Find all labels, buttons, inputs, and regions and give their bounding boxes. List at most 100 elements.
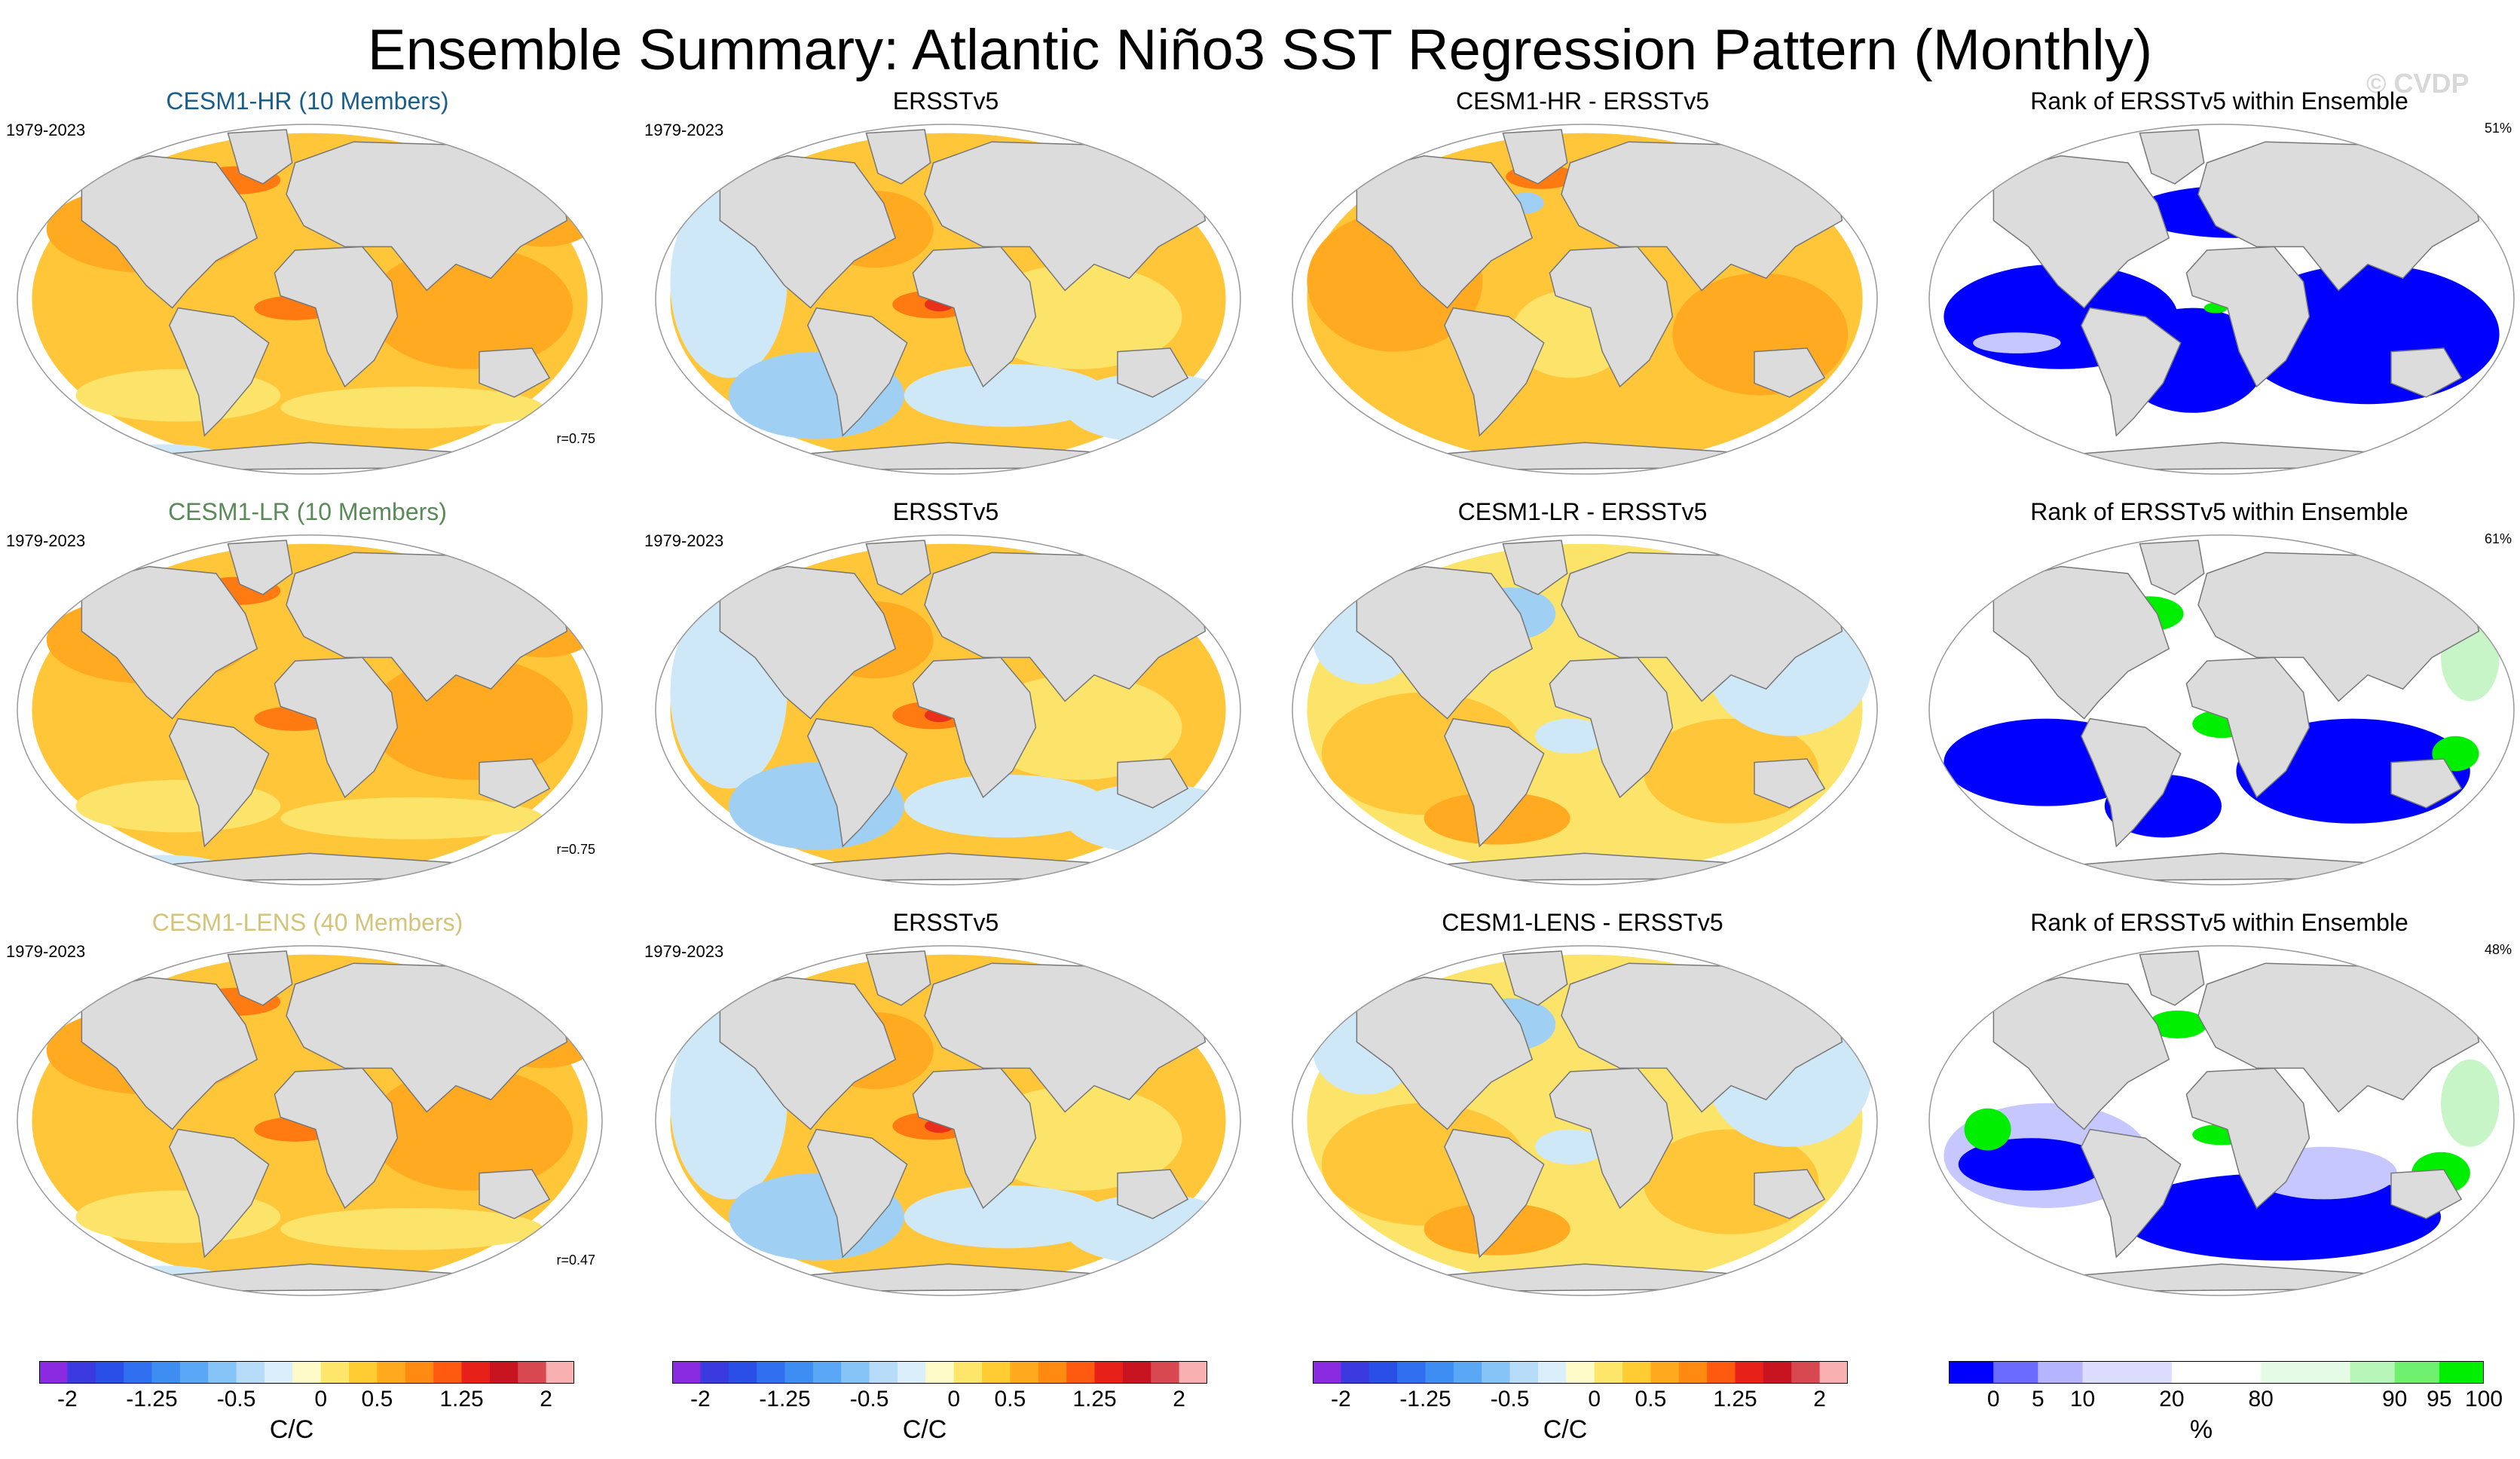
land-greenland xyxy=(2139,540,2205,595)
map-panel: CESM1-LR - ERSSTv5 xyxy=(1281,495,1884,885)
colorbar-swatch xyxy=(1993,1361,2038,1384)
colorbar-tick-label: 20 xyxy=(2159,1387,2185,1412)
land-namerica xyxy=(719,977,897,1130)
colorbar-tick-label: -1.25 xyxy=(759,1387,811,1412)
land-samerica xyxy=(2080,307,2182,437)
panel-title: Rank of ERSSTv5 within Ensemble xyxy=(2030,87,2408,115)
land-australia xyxy=(1117,347,1189,398)
land-africa xyxy=(274,246,399,388)
land-namerica xyxy=(1356,566,1534,720)
land-australia xyxy=(1754,758,1826,809)
colorbar-swatch xyxy=(489,1361,518,1384)
colorbar-swatch xyxy=(982,1361,1011,1384)
land-namerica xyxy=(81,977,258,1130)
colorbar-tick-label: 0 xyxy=(1588,1387,1601,1412)
land-antarctica xyxy=(743,852,1153,882)
colorbar-swatch xyxy=(95,1361,124,1384)
colorbar-swatch xyxy=(124,1361,152,1384)
map-panel: CESM1-HR (10 Members) 1979-2023 r=0.75 xyxy=(6,84,609,475)
map-panel: ERSSTv5 1979-2023 xyxy=(644,906,1247,1296)
field-anomaly-region xyxy=(904,363,1109,427)
colorbar-swatch xyxy=(1594,1361,1623,1384)
land-greenland xyxy=(1502,950,1568,1006)
land-australia xyxy=(1754,347,1826,398)
robinson-map xyxy=(1928,534,2515,885)
field-anomaly-region xyxy=(1958,1138,2105,1191)
map-outline xyxy=(17,945,603,1296)
land-australia xyxy=(479,1169,551,1219)
land-greenland xyxy=(865,540,931,595)
panel-title: CESM1-LENS (40 Members) xyxy=(151,909,463,936)
colorbar-tick-label: 2 xyxy=(1813,1387,1826,1412)
colorbar-swatch xyxy=(1151,1361,1180,1384)
panel-title: CESM1-HR - ERSSTv5 xyxy=(1455,87,1710,115)
colorbar-swatch xyxy=(236,1361,265,1384)
land-greenland xyxy=(2139,129,2205,185)
land-australia xyxy=(479,758,551,809)
colorbar-tick-label: 0.5 xyxy=(361,1387,393,1412)
rank-percent-label: 51% xyxy=(2484,121,2512,136)
period-label: 1979-2023 xyxy=(644,942,724,961)
land-africa xyxy=(2185,656,2311,799)
colorbar-swatch xyxy=(1122,1361,1151,1384)
colorbar-swatch xyxy=(1763,1361,1792,1384)
field-anomaly-region xyxy=(1535,1129,1606,1164)
field-anomaly-region xyxy=(280,797,544,840)
land-greenland xyxy=(2139,950,2205,1006)
pattern-correlation-label: r=0.47 xyxy=(556,1253,595,1268)
robinson-map xyxy=(17,124,603,475)
period-label: 1979-2023 xyxy=(644,121,724,139)
colorbar-unit: C/C xyxy=(269,1415,314,1444)
land-africa xyxy=(274,1067,399,1210)
colorbar-swatch xyxy=(1735,1361,1764,1384)
colorbar: -2 -1.25 -0.5 0 0.5 1.25 2 C/C xyxy=(39,1361,582,1444)
colorbar-tick-label: 1.25 xyxy=(1713,1387,1757,1412)
robinson-map xyxy=(17,945,603,1296)
colorbar-swatch xyxy=(1313,1361,1341,1384)
colorbar: -2 -1.25 -0.5 0 0.5 1.25 2 C/C xyxy=(672,1361,1215,1444)
land-samerica xyxy=(1443,1128,1545,1259)
land-africa xyxy=(2185,1067,2311,1210)
land-samerica xyxy=(2080,717,2182,848)
colorbar-swatch xyxy=(925,1361,955,1384)
map-outline xyxy=(1292,534,1878,885)
panel-title: Rank of ERSSTv5 within Ensemble xyxy=(2030,909,2408,936)
colorbar-swatch xyxy=(433,1361,463,1384)
robinson-map xyxy=(1292,124,1878,475)
colorbar-swatch xyxy=(377,1361,406,1384)
colorbar-swatch xyxy=(2261,1361,2306,1384)
map-outline xyxy=(1292,124,1878,475)
colorbar-swatch xyxy=(1482,1361,1511,1384)
colorbar-swatch xyxy=(2082,1361,2128,1384)
land-samerica xyxy=(168,307,270,437)
colorbar-swatch xyxy=(1678,1361,1708,1384)
map-panel: CESM1-LENS (40 Members) 1979-2023 r=0.47 xyxy=(6,906,609,1296)
land-greenland xyxy=(227,129,293,185)
colorbar-swatch xyxy=(1094,1361,1124,1384)
field-anomaly-region xyxy=(2148,1010,2207,1038)
land-greenland xyxy=(865,950,931,1006)
panel-title: ERSSTv5 xyxy=(892,87,999,115)
land-greenland xyxy=(865,129,931,185)
field-anomaly-region xyxy=(280,387,544,429)
colorbar-swatch xyxy=(2216,1361,2262,1384)
field-anomaly-region xyxy=(1964,1108,2011,1151)
land-africa xyxy=(1549,1067,1674,1210)
colorbar-tick-label: -0.5 xyxy=(216,1387,256,1412)
land-samerica xyxy=(2080,1128,2182,1259)
colorbar-swatch xyxy=(897,1361,926,1384)
colorbar-swatch xyxy=(349,1361,378,1384)
land-samerica xyxy=(1443,307,1545,437)
colorbar: 0 5 10 20 80 90 95 100% xyxy=(1949,1361,2503,1444)
colorbar-tick-label: -2 xyxy=(690,1387,711,1412)
map-panel: Rank of ERSSTv5 within Ensemble 51% xyxy=(1918,84,2520,475)
colorbar-tick-label: 5 xyxy=(2031,1387,2044,1412)
field-anomaly-region xyxy=(904,1185,1109,1249)
land-antarctica xyxy=(1380,1263,1790,1293)
map-panel: CESM1-LENS - ERSSTv5 xyxy=(1281,906,1884,1296)
colorbar-swatch xyxy=(672,1361,701,1384)
colorbar-tick-label: 0 xyxy=(947,1387,961,1412)
colorbar-tick-label: 10 xyxy=(2069,1387,2096,1412)
map-panel: ERSSTv5 1979-2023 xyxy=(644,84,1247,475)
colorbar-swatch xyxy=(405,1361,434,1384)
